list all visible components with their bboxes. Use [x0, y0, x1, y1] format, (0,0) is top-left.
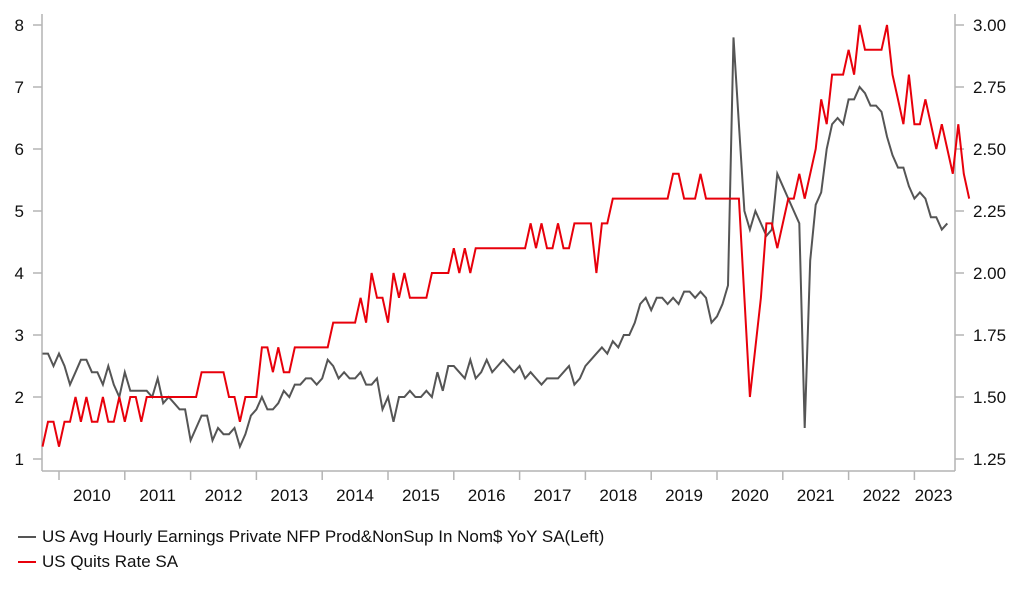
- x-axis-tick-label: 2011: [139, 486, 176, 505]
- left-axis-tick-label: 4: [15, 264, 24, 283]
- x-axis-tick-label: 2013: [270, 486, 308, 505]
- legend-item-earnings: US Avg Hourly Earnings Private NFP Prod&…: [18, 524, 604, 549]
- x-axis-tick-label: 2012: [205, 486, 243, 505]
- right-axis-tick-label: 2.75: [973, 78, 1006, 97]
- x-axis-tick-label: 2015: [402, 486, 440, 505]
- right-axis-tick-label: 2.25: [973, 202, 1006, 221]
- x-axis-tick-label: 2022: [863, 486, 901, 505]
- right-axis-tick-label: 1.50: [973, 388, 1006, 407]
- legend-label-earnings: US Avg Hourly Earnings Private NFP Prod&…: [42, 526, 605, 546]
- right-axis-tick-label: 1.25: [973, 450, 1006, 469]
- x-axis-tick-label: 2017: [534, 486, 572, 505]
- left-axis-tick-label: 3: [15, 326, 24, 345]
- axes: 1 2 3 4 5 6 7 8 1.25 1.50 1.75 2.00 2.25 2.50 2.75 3.00…: [15, 14, 1006, 505]
- legend-item-quits: US Quits Rate SA: [18, 549, 604, 574]
- legend-swatch-earnings: [18, 535, 36, 538]
- x-axis-tick-label: 2020: [731, 486, 769, 505]
- x-axis-tick-label: 2016: [468, 486, 506, 505]
- left-axis-tick-label: 6: [15, 140, 24, 159]
- series-group: [41, 24, 971, 450]
- right-axis-tick-label: 2.00: [973, 264, 1006, 283]
- left-axis-tick-label: 7: [15, 78, 24, 97]
- right-axis-tick-label: 1.75: [973, 326, 1006, 345]
- x-axis-tick-label: 2014: [336, 486, 374, 505]
- legend-swatch-quits: [18, 560, 36, 563]
- series-line-quits-rate: [41, 24, 971, 447]
- left-axis-tick-label: 5: [15, 202, 24, 221]
- x-axis-tick-label: 2021: [797, 486, 835, 505]
- left-axis-tick-label: 8: [15, 16, 24, 35]
- legend: US Avg Hourly Earnings Private NFP Prod&…: [18, 524, 604, 574]
- left-axis-tick-label: 2: [15, 388, 24, 407]
- x-axis-tick-label: 2010: [73, 486, 111, 505]
- series-line-hourly-earnings: [42, 37, 949, 450]
- x-axis-tick-label: 2023: [915, 486, 953, 505]
- legend-label-quits: US Quits Rate SA: [42, 551, 179, 571]
- right-axis-tick-label: 2.50: [973, 140, 1006, 159]
- left-axis-tick-label: 1: [15, 450, 24, 469]
- right-axis-tick-label: 3.00: [973, 16, 1006, 35]
- x-axis-tick-label: 2018: [599, 486, 637, 505]
- x-axis-tick-label: 2019: [665, 486, 703, 505]
